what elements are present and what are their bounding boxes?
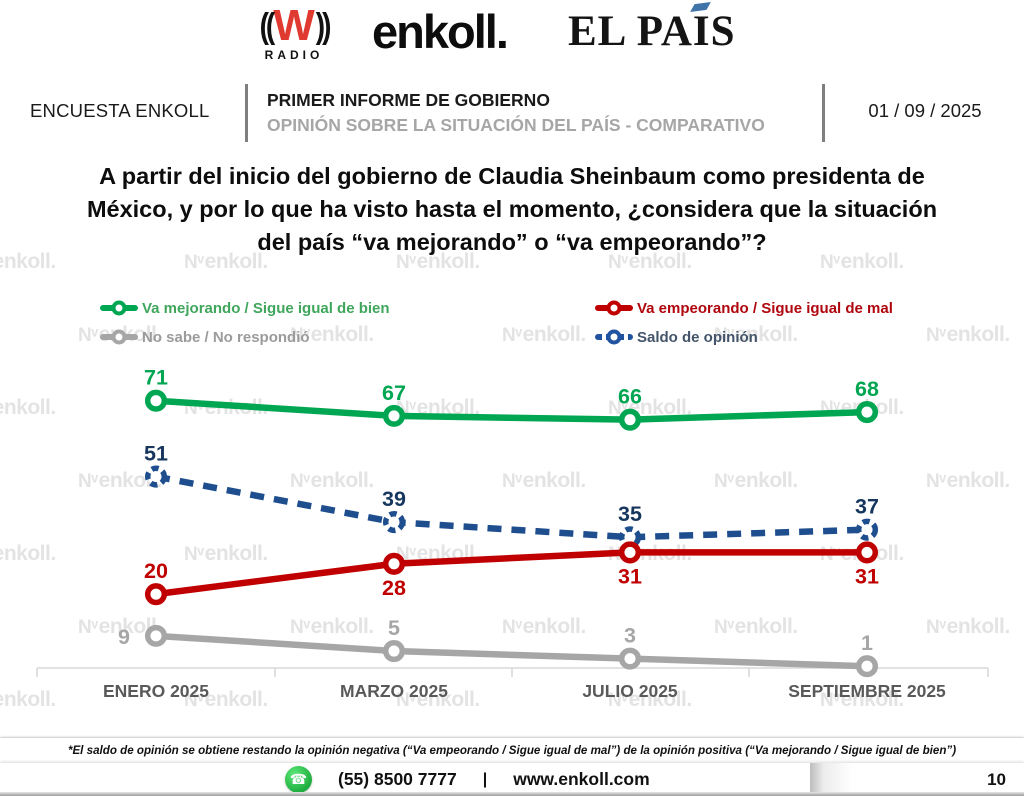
data-point-value-label: 20	[144, 559, 168, 583]
data-point-marker	[855, 518, 879, 541]
data-point-value-label: 9	[118, 625, 130, 649]
data-point-marker	[382, 511, 406, 534]
x-axis-label: SEPTIEMBRE 2025	[788, 681, 946, 701]
enkoll-logo: enkoll.	[372, 5, 509, 58]
data-point-marker	[144, 583, 168, 606]
data-point-value-label: 31	[618, 564, 642, 588]
footnote-bar: *El saldo de opinión se obtiene restando…	[0, 738, 1024, 763]
question-line-1: A partir del inicio del gobierno de Clau…	[99, 163, 925, 189]
green-line-marker-icon	[100, 300, 138, 316]
data-point-marker	[618, 408, 642, 431]
chart-line	[155, 473, 868, 541]
page-number-box: 10	[810, 763, 1024, 796]
legend-item-empeorando: Va empeorando / Sigue igual de mal	[595, 297, 893, 319]
wradio-logo-top: (( W ))	[246, 1, 342, 50]
data-point-marker	[144, 465, 168, 488]
gray-line-marker-icon	[100, 329, 138, 345]
contact-phone: (55) 8500 7777	[338, 769, 457, 789]
website-url: www.enkoll.com	[513, 769, 650, 789]
data-point-value-label: 1	[861, 631, 873, 655]
x-axis-label: MARZO 2025	[340, 681, 448, 701]
elpais-logo: EL PA IS	[568, 1, 736, 55]
elpais-logo-text-pre: EL PA	[568, 8, 693, 55]
data-point-value-label: 68	[855, 377, 879, 401]
data-point-value-label: 67	[382, 381, 406, 405]
data-point-marker	[382, 404, 406, 427]
legend-label: Va empeorando / Sigue igual de mal	[637, 299, 893, 317]
survey-date: 01 / 09 / 2025	[868, 100, 982, 121]
question-line-3: del país “va mejorando” o “va empeorando…	[257, 229, 767, 255]
data-point-marker	[144, 624, 168, 647]
data-point-marker	[382, 639, 406, 663]
legend-item-nosabe: No sabe / No respondió	[100, 326, 310, 348]
data-point-value-label: 37	[855, 495, 879, 519]
header-title-block: PRIMER INFORME DE GOBIERNO OPINIÓN SOBRE…	[267, 90, 812, 136]
data-point-value-label: 5	[388, 616, 400, 640]
x-axis-label: JULIO 2025	[582, 681, 678, 701]
data-point-value-label: 51	[144, 442, 168, 466]
wradio-radio-label: RADIO	[264, 47, 324, 62]
header-band: ENCUESTA ENKOLL PRIMER INFORME DE GOBIER…	[0, 82, 1024, 144]
data-point-marker	[855, 541, 879, 564]
data-point-marker	[618, 541, 642, 564]
legend-label: Saldo de opinión	[637, 328, 758, 346]
legend-label: Va mejorando / Sigue igual de bien	[142, 299, 390, 317]
chart-line	[155, 397, 868, 423]
report-title: PRIMER INFORME DE GOBIERNO	[267, 90, 550, 110]
data-point-value-label: 71	[144, 366, 168, 390]
question-heading: A partir del inicio del gobierno de Clau…	[40, 160, 984, 259]
data-point-marker	[618, 647, 642, 670]
data-point-value-label: 3	[624, 624, 636, 648]
wradio-logo: (( W )) RADIO	[246, 1, 342, 62]
footer-separator: |	[482, 770, 488, 788]
blue-dashed-line-marker-icon	[595, 329, 633, 345]
saldo-footnote: *El saldo de opinión se obtiene restando…	[67, 744, 957, 757]
page-number: 10	[987, 769, 1006, 789]
legend-item-mejorando: Va mejorando / Sigue igual de bien	[100, 297, 390, 319]
data-point-value-label: 39	[382, 487, 406, 511]
legend-label: No sabe / No respondió	[142, 328, 310, 346]
logo-row: (( W )) RADIO enkoll. EL PA IS	[0, 0, 1024, 80]
data-point-value-label: 28	[382, 576, 406, 600]
radio-waves-left-icon: ((	[259, 5, 276, 45]
survey-name-label: ENCUESTA ENKOLL	[30, 100, 210, 121]
legend-item-saldo: Saldo de opinión	[595, 326, 758, 348]
data-point-value-label: 66	[618, 385, 642, 409]
x-axis-label: ENERO 2025	[103, 681, 209, 701]
radio-waves-right-icon: ))	[315, 5, 332, 45]
whatsapp-icon: ☎	[285, 766, 312, 793]
data-point-marker	[382, 552, 406, 575]
chart-line	[155, 549, 867, 598]
chart-line	[155, 632, 868, 670]
footer-contact-block: ☎ (55) 8500 7777 | www.enkoll.com	[285, 763, 650, 796]
data-point-value-label: 35	[618, 502, 642, 526]
report-subtitle: OPINIÓN SOBRE LA SITUACIÓN DEL PAÍS - CO…	[267, 115, 765, 135]
slide-bottom-edge	[0, 792, 1024, 796]
data-point-marker	[855, 401, 879, 424]
header-divider-right	[822, 84, 825, 142]
header-divider-left	[245, 84, 248, 142]
data-point-value-label: 31	[855, 564, 879, 588]
question-line-2: México, y por lo que ha visto hasta el m…	[86, 196, 938, 222]
elpais-logo-text-post: S	[710, 8, 736, 55]
red-line-marker-icon	[595, 300, 633, 316]
data-point-marker	[144, 389, 168, 412]
elpais-logo-i: I	[690, 1, 711, 53]
data-point-marker	[855, 655, 879, 678]
wradio-w-letter: W	[273, 1, 315, 50]
